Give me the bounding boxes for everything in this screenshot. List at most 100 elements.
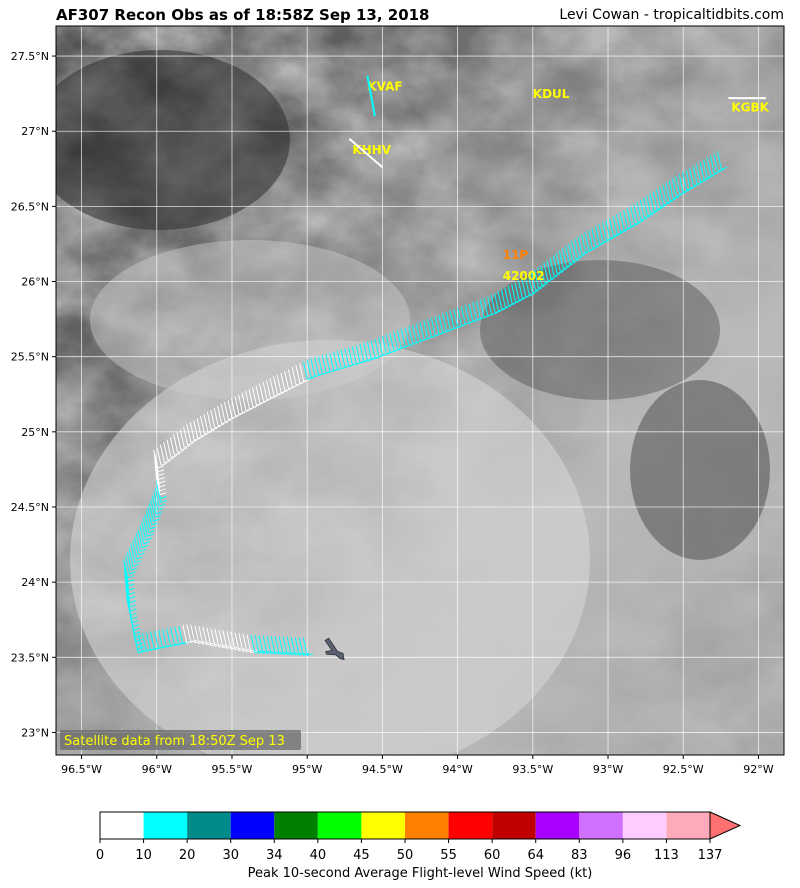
wind-barb-flag bbox=[669, 198, 677, 202]
wind-barb-flag bbox=[679, 191, 686, 195]
wind-barb bbox=[206, 411, 212, 431]
wind-barb-flag bbox=[157, 465, 164, 469]
colorbar-segment bbox=[317, 812, 362, 839]
wind-barb-flag bbox=[170, 455, 178, 459]
wind-barb bbox=[234, 396, 240, 415]
wind-barb bbox=[126, 597, 132, 616]
wind-barb-flag bbox=[581, 251, 589, 255]
wind-barb bbox=[619, 212, 625, 231]
colorbar-tick-label: 50 bbox=[397, 848, 414, 863]
wind-barb bbox=[500, 289, 506, 308]
wind-barb bbox=[598, 224, 604, 243]
wind-barb-flag bbox=[282, 651, 290, 655]
wind-barb bbox=[148, 503, 154, 522]
wind-barb-flag bbox=[637, 219, 644, 223]
wind-barb-flag bbox=[656, 206, 664, 210]
wind-barb bbox=[340, 349, 346, 368]
wind-barb-flag bbox=[230, 646, 238, 650]
wind-barb bbox=[552, 255, 558, 274]
wind-barb-flag bbox=[592, 245, 599, 249]
wind-barb-flag bbox=[180, 447, 188, 451]
station-label: KHHV bbox=[352, 143, 391, 157]
wind-barb bbox=[626, 208, 632, 227]
wind-barb bbox=[460, 306, 466, 325]
wind-barb bbox=[158, 629, 164, 649]
wind-barb bbox=[649, 193, 655, 212]
wind-barb bbox=[549, 257, 555, 277]
wind-barb bbox=[200, 416, 206, 435]
wind-barb bbox=[154, 468, 160, 488]
wind-barb bbox=[190, 624, 196, 644]
wind-barb-flag bbox=[295, 382, 303, 386]
wind-barb bbox=[494, 292, 500, 312]
wind-barb bbox=[633, 204, 639, 223]
wind-barb-flag bbox=[158, 480, 166, 484]
wind-barb bbox=[389, 333, 395, 352]
wind-barb bbox=[709, 155, 715, 174]
wind-barb-flag bbox=[194, 437, 201, 441]
wind-barb bbox=[156, 447, 162, 466]
wind-barb bbox=[675, 176, 681, 195]
wind-barb bbox=[145, 632, 151, 651]
wind-barb bbox=[602, 222, 607, 241]
wind-barb-flag bbox=[206, 642, 214, 646]
wind-barb bbox=[250, 634, 256, 654]
wind-barb-flag bbox=[135, 639, 143, 642]
wind-barb-flag bbox=[280, 390, 288, 394]
lon-tick-label: 94°W bbox=[442, 763, 472, 776]
wind-barb bbox=[278, 636, 284, 655]
wind-barb bbox=[166, 439, 172, 458]
wind-barb-flag bbox=[290, 652, 298, 656]
wind-barb-flag bbox=[159, 484, 166, 488]
wind-barb bbox=[124, 576, 130, 595]
wind-barb bbox=[434, 316, 440, 335]
wind-barb-flag bbox=[298, 652, 306, 656]
wind-barb-flag bbox=[150, 647, 157, 651]
wind-barb-flag bbox=[134, 560, 142, 564]
wind-barb bbox=[282, 636, 288, 655]
wind-barb bbox=[671, 178, 677, 197]
wind-barb bbox=[400, 328, 406, 348]
wind-barb-flag bbox=[262, 650, 270, 654]
wind-barb bbox=[396, 330, 402, 349]
wind-barb-flag bbox=[238, 648, 246, 652]
wind-barb bbox=[359, 343, 365, 363]
wind-barb-flag bbox=[585, 249, 592, 253]
wind-barb-flag bbox=[266, 397, 274, 401]
satellite-note-box: Satellite data from 18:50Z Sep 13 bbox=[60, 730, 301, 750]
wind-barb bbox=[689, 167, 695, 187]
wind-barb bbox=[706, 157, 712, 176]
lon-tick-label: 92.5°W bbox=[663, 763, 704, 776]
wind-barb bbox=[464, 304, 470, 324]
wind-barb bbox=[295, 365, 301, 384]
wind-barb bbox=[255, 385, 261, 404]
wind-barb bbox=[310, 358, 316, 377]
wind-barb bbox=[270, 635, 276, 655]
wind-barb bbox=[329, 352, 335, 372]
wind-barb bbox=[370, 340, 376, 359]
colorbar-segment bbox=[448, 812, 493, 839]
wind-barb bbox=[483, 297, 489, 317]
wind-barb bbox=[344, 348, 350, 367]
wind-barb bbox=[692, 165, 698, 185]
wind-barb bbox=[662, 184, 668, 204]
wind-barb-flag bbox=[151, 522, 158, 526]
wind-barb bbox=[194, 625, 200, 644]
wind-barb bbox=[696, 163, 702, 182]
wind-barb-flag bbox=[512, 301, 519, 305]
wind-barb bbox=[273, 376, 279, 395]
wind-barb bbox=[374, 338, 380, 357]
wind-barb bbox=[193, 420, 199, 439]
wind-barb-flag bbox=[599, 241, 606, 245]
wind-barb-flag bbox=[703, 177, 711, 181]
wind-barb-flag bbox=[710, 173, 718, 177]
wind-barb-flag bbox=[242, 648, 250, 652]
wind-barb-flag bbox=[138, 552, 145, 556]
wind-barb bbox=[699, 161, 705, 180]
wind-barb-flag bbox=[159, 488, 166, 492]
wind-barb bbox=[183, 426, 189, 445]
lon-tick-label: 96.5°W bbox=[61, 763, 102, 776]
wind-barb bbox=[125, 584, 131, 603]
lat-tick-label: 24.5°N bbox=[11, 501, 49, 514]
station-label: KGBK bbox=[731, 101, 769, 115]
